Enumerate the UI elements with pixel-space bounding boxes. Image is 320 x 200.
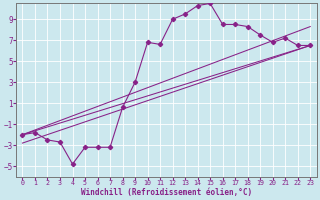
- X-axis label: Windchill (Refroidissement éolien,°C): Windchill (Refroidissement éolien,°C): [81, 188, 252, 197]
